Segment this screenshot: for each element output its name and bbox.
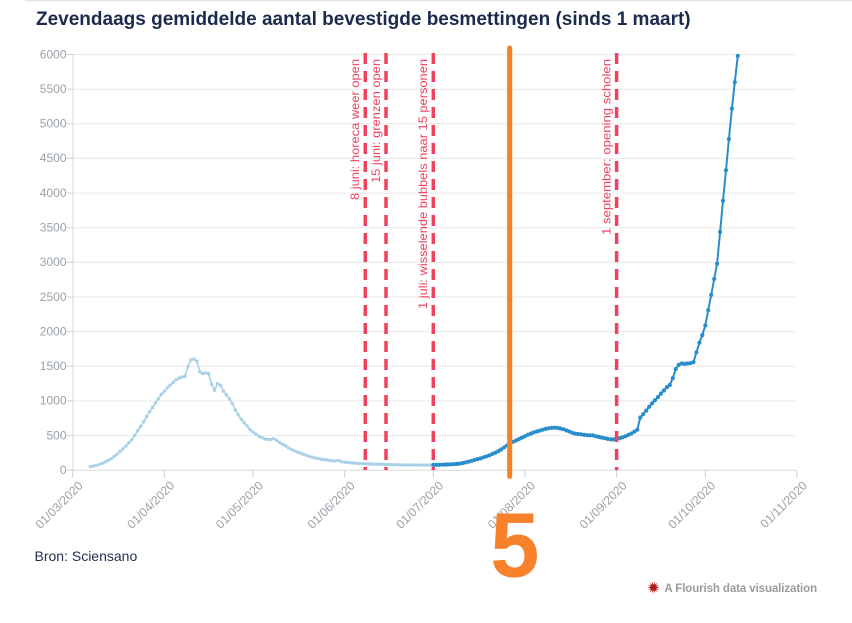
svg-text:8 juni: horeca weer open: 8 juni: horeca weer open — [348, 59, 362, 200]
svg-text:5500: 5500 — [40, 82, 67, 96]
svg-text:6000: 6000 — [40, 47, 67, 61]
svg-text:0: 0 — [60, 463, 67, 477]
svg-text:01/10/2020: 01/10/2020 — [665, 478, 718, 531]
svg-text:4000: 4000 — [40, 186, 67, 200]
svg-text:1000: 1000 — [40, 394, 67, 408]
svg-text:1500: 1500 — [40, 359, 67, 373]
svg-text:01/03/2020: 01/03/2020 — [33, 478, 86, 531]
svg-text:3000: 3000 — [40, 255, 67, 269]
svg-text:01/09/2020: 01/09/2020 — [577, 478, 630, 531]
svg-text:4500: 4500 — [40, 151, 67, 165]
svg-text:01/07/2020: 01/07/2020 — [393, 478, 446, 531]
svg-text:01/05/2020: 01/05/2020 — [213, 478, 266, 531]
svg-text:1 juli: wisselende bubbels naa: 1 juli: wisselende bubbels naar 15 perso… — [416, 59, 430, 309]
svg-text:2500: 2500 — [40, 290, 67, 304]
svg-text:01/04/2020: 01/04/2020 — [124, 478, 177, 531]
svg-text:01/06/2020: 01/06/2020 — [305, 478, 358, 531]
svg-text:01/11/2020: 01/11/2020 — [758, 478, 811, 531]
svg-text:15 juni: grenzen open: 15 juni: grenzen open — [369, 59, 383, 183]
svg-text:5000: 5000 — [40, 117, 67, 131]
svg-text:3500: 3500 — [40, 221, 67, 235]
svg-text:5: 5 — [490, 494, 539, 597]
svg-text:2000: 2000 — [40, 324, 67, 338]
svg-text:500: 500 — [46, 428, 66, 442]
svg-text:1 september: opening scholen: 1 september: opening scholen — [599, 59, 613, 235]
